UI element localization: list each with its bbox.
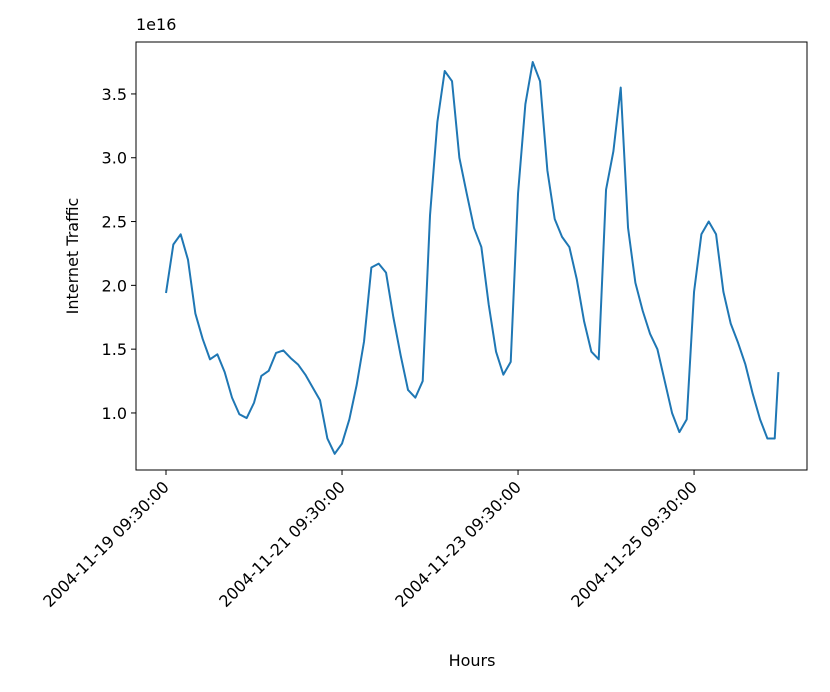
x-tick-label: 2004-11-25 09:30:00 bbox=[567, 477, 701, 611]
x-tick-label: 2004-11-21 09:30:00 bbox=[215, 477, 349, 611]
y-tick-label: 2.5 bbox=[102, 213, 127, 232]
y-tick-label: 1.0 bbox=[102, 404, 127, 423]
series-line bbox=[165, 61, 780, 455]
y-tick-label: 3.5 bbox=[102, 85, 127, 104]
x-axis-label: Hours bbox=[449, 651, 496, 670]
x-tick-label: 2004-11-19 09:30:00 bbox=[39, 477, 173, 611]
y-tick-label: 1.5 bbox=[102, 340, 127, 359]
y-axis-label: Internet Traffic bbox=[63, 198, 82, 315]
x-tick-label: 2004-11-23 09:30:00 bbox=[391, 477, 525, 611]
offset-text: 1e16 bbox=[136, 15, 176, 34]
y-tick-label: 3.0 bbox=[102, 149, 127, 168]
plot-frame bbox=[135, 41, 808, 471]
y-tick-label: 2.0 bbox=[102, 276, 127, 295]
